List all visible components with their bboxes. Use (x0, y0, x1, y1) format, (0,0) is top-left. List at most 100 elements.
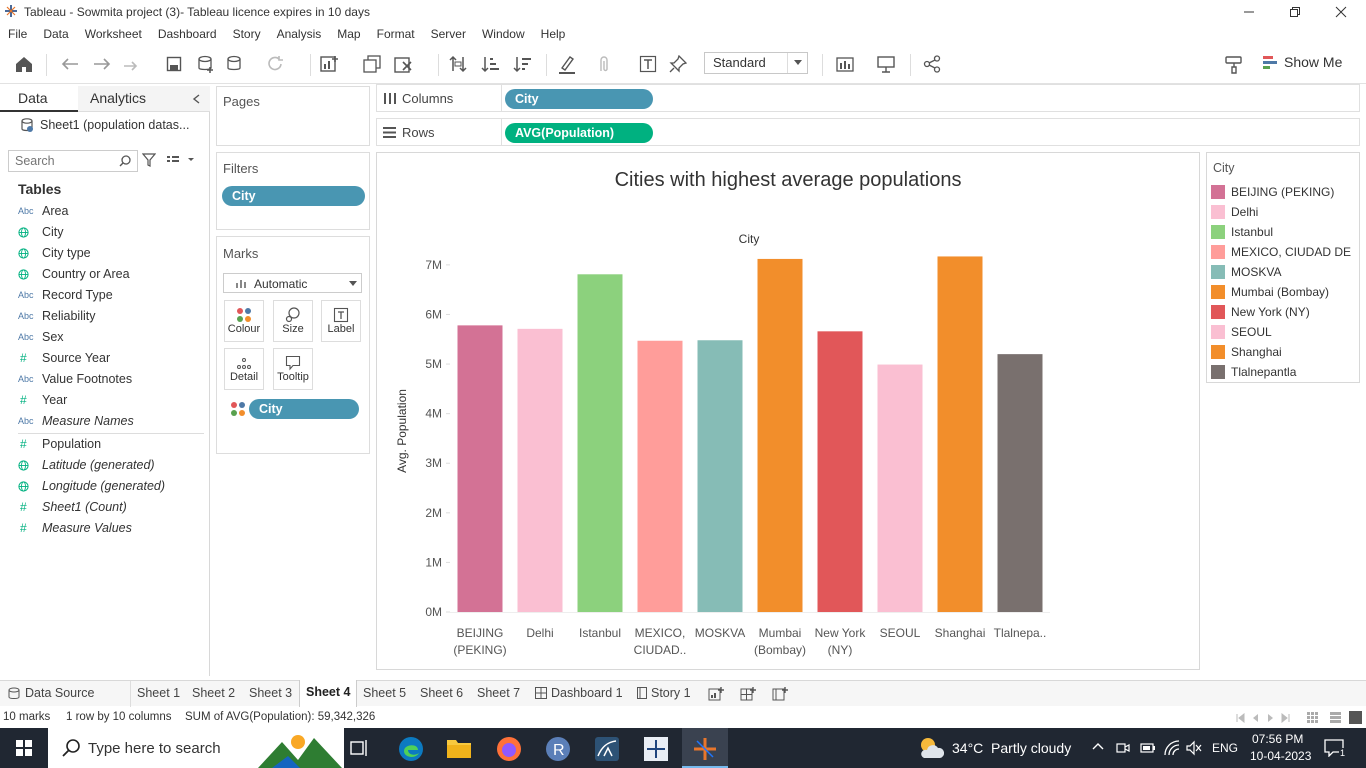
fix-axes-icon[interactable] (668, 54, 688, 74)
presentation-mode-icon[interactable] (876, 54, 896, 74)
field-item[interactable]: # Measure Values (18, 521, 208, 535)
legend-item[interactable]: BEIJING (PEKING) (1211, 185, 1334, 199)
new-worksheet-tab-icon[interactable] (708, 686, 724, 702)
rows-pill-avg-population[interactable]: AVG(Population) (505, 123, 653, 143)
columns-pill-city[interactable]: City (505, 89, 653, 109)
active-app-tab[interactable] (682, 728, 728, 768)
share-icon[interactable] (922, 54, 942, 74)
size-button[interactable]: Size (273, 300, 313, 342)
menu-story[interactable]: Story (232, 27, 261, 41)
tooltip-button[interactable]: Tooltip (273, 348, 313, 390)
legend-item[interactable]: Tlalnepantla (1211, 365, 1296, 379)
pause-updates-icon[interactable] (226, 54, 246, 74)
field-item[interactable]: Abc Reliability (18, 309, 208, 323)
menu-help[interactable]: Help (540, 27, 566, 41)
home-icon[interactable] (14, 54, 34, 74)
mark-type-select[interactable]: Automatic (223, 273, 362, 293)
volume-muted-icon[interactable] (1186, 740, 1202, 756)
sheet-view-icons[interactable] (1306, 711, 1362, 725)
legend-item[interactable]: Delhi (1211, 205, 1258, 219)
tab-story-1[interactable]: Story 1 (637, 686, 691, 700)
meet-now-icon[interactable] (1116, 740, 1130, 756)
menu-data[interactable]: Data (43, 27, 69, 41)
firefox-icon[interactable] (496, 736, 522, 762)
battery-icon[interactable] (1140, 742, 1156, 754)
wifi-icon[interactable] (1164, 740, 1180, 756)
fit-select[interactable]: Standard (704, 52, 808, 74)
field-item[interactable]: # Source Year (18, 351, 208, 365)
save-icon[interactable] (164, 54, 184, 74)
highlight-icon[interactable] (558, 54, 578, 74)
tab-sheet-7[interactable]: Sheet 7 (477, 686, 521, 700)
tab-sheet-5[interactable]: Sheet 5 (363, 686, 407, 700)
tab-sheet-6[interactable]: Sheet 6 (420, 686, 464, 700)
minimize-button[interactable] (1226, 0, 1272, 24)
menu-analysis[interactable]: Analysis (276, 27, 322, 41)
mysql-workbench-icon[interactable] (594, 736, 620, 762)
show-mark-labels-icon[interactable] (638, 54, 658, 74)
field-item[interactable]: Abc Area (18, 204, 208, 218)
menu-dashboard[interactable]: Dashboard (157, 27, 217, 41)
chevron-up-icon[interactable] (1092, 742, 1104, 750)
legend-item[interactable]: MEXICO, CIUDAD DE (1211, 245, 1351, 259)
legend-item[interactable]: New York (NY) (1211, 305, 1310, 319)
menu-file[interactable]: File (8, 27, 28, 41)
redo-icon[interactable] (92, 54, 112, 74)
datasource-item[interactable]: Sheet1 (population datas... (20, 117, 189, 133)
field-item[interactable]: City type (18, 246, 208, 260)
menu-server[interactable]: Server (430, 27, 466, 41)
tab-data[interactable]: Data (0, 86, 78, 112)
tab-sheet-3[interactable]: Sheet 3 (249, 686, 293, 700)
filter-icon[interactable] (142, 153, 156, 167)
clock-date[interactable]: 10-04-2023 (1250, 749, 1312, 763)
edge-icon[interactable] (398, 736, 424, 762)
legend-item[interactable]: Mumbai (Bombay) (1211, 285, 1329, 299)
legend-item[interactable]: Shanghai (1211, 345, 1282, 359)
clear-sheet-icon[interactable] (394, 54, 414, 74)
new-datasource-icon[interactable] (196, 54, 216, 74)
tab-sheet-1[interactable]: Sheet 1 (137, 686, 181, 700)
field-item[interactable]: Country or Area (18, 267, 208, 281)
notification-icon[interactable] (1324, 739, 1344, 757)
search-field[interactable] (8, 150, 138, 172)
show-cards-icon[interactable] (836, 54, 856, 74)
swap-rows-columns-icon[interactable] (448, 54, 468, 74)
tab-data-source[interactable]: Data Source (8, 686, 94, 700)
undo-icon[interactable] (60, 54, 80, 74)
close-button[interactable] (1318, 0, 1364, 24)
field-item[interactable]: Abc Measure Names (18, 414, 208, 428)
field-item[interactable]: Latitude (generated) (18, 458, 208, 472)
new-worksheet-icon[interactable] (320, 54, 340, 74)
show-me-button[interactable]: Show Me (1262, 54, 1342, 70)
menu-window[interactable]: Window (481, 27, 525, 41)
field-item[interactable]: # Sheet1 (Count) (18, 500, 208, 514)
menu-map[interactable]: Map (337, 27, 361, 41)
sheet-navigation-icon[interactable] (1236, 713, 1290, 723)
menu-worksheet[interactable]: Worksheet (84, 27, 142, 41)
new-story-tab-icon[interactable] (772, 686, 788, 702)
legend-item[interactable]: SEOUL (1211, 325, 1272, 339)
tableau-taskbar-icon[interactable] (643, 736, 669, 762)
colour-button[interactable]: Colour (224, 300, 264, 342)
menu-format[interactable]: Format (376, 27, 415, 41)
weather-text[interactable]: 34°C Partly cloudy (952, 740, 1072, 756)
new-dashboard-tab-icon[interactable] (740, 686, 756, 702)
duplicate-sheet-icon[interactable] (362, 54, 382, 74)
columns-shelf[interactable]: Columns City (376, 84, 1360, 112)
sort-ascending-icon[interactable] (480, 54, 500, 74)
legend-item[interactable]: Istanbul (1211, 225, 1273, 239)
clock-time[interactable]: 07:56 PM (1252, 732, 1304, 746)
replay-icon[interactable] (122, 54, 142, 74)
language-indicator[interactable]: ENG (1212, 741, 1239, 755)
tab-dashboard-1[interactable]: Dashboard 1 (535, 686, 623, 700)
tab-sheet-2[interactable]: Sheet 2 (192, 686, 236, 700)
filter-pill-city[interactable]: City (222, 186, 365, 206)
field-item[interactable]: Abc Record Type (18, 288, 208, 302)
field-item[interactable]: # Year (18, 393, 208, 407)
tab-analytics[interactable]: Analytics (78, 86, 210, 112)
collapse-pane-icon[interactable] (192, 94, 200, 104)
label-button[interactable]: Label (321, 300, 361, 342)
r-app-icon[interactable]: R (545, 736, 571, 762)
taskbar-search[interactable]: Type here to search (48, 728, 344, 768)
rows-shelf[interactable]: Rows AVG(Population) (376, 118, 1360, 146)
